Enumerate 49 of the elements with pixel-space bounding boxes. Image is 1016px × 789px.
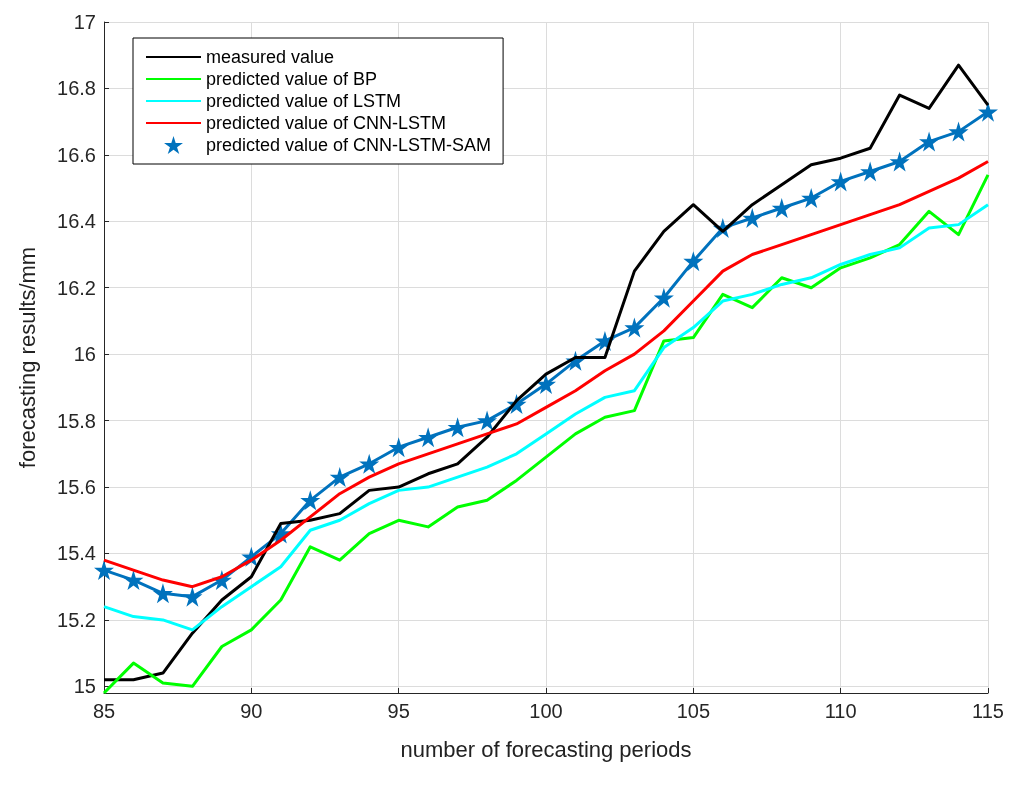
point bbox=[94, 560, 114, 581]
x-axis-title: number of forecasting periods bbox=[400, 736, 692, 762]
point bbox=[624, 317, 645, 338]
legend-label: predicted value of LSTM bbox=[206, 91, 402, 111]
line-series bbox=[102, 203, 990, 632]
x-tick-label: 85 bbox=[92, 700, 116, 722]
point bbox=[477, 410, 498, 431]
x-tick-label: 90 bbox=[240, 700, 263, 722]
point bbox=[683, 251, 704, 272]
point bbox=[771, 198, 792, 219]
y-tick-label: 17 bbox=[73, 11, 96, 33]
x-tick-label: 100 bbox=[529, 700, 563, 722]
x-tick-label: 105 bbox=[676, 700, 711, 722]
y-tick-label: 15.8 bbox=[57, 409, 96, 432]
y-tick-label: 16.6 bbox=[57, 143, 96, 166]
point bbox=[653, 287, 674, 308]
point bbox=[919, 131, 940, 152]
point bbox=[742, 207, 763, 228]
y-tick-label: 15 bbox=[73, 675, 96, 698]
point bbox=[388, 437, 409, 458]
legend-label: predicted value of BP bbox=[206, 69, 378, 89]
point bbox=[889, 151, 910, 172]
point bbox=[123, 570, 144, 591]
point bbox=[300, 490, 321, 511]
point bbox=[418, 427, 439, 448]
point bbox=[860, 161, 881, 182]
y-tick-label: 15.4 bbox=[57, 542, 96, 565]
point bbox=[152, 583, 173, 604]
x-tick-label: 95 bbox=[387, 700, 410, 722]
x-tick-label: 110 bbox=[824, 700, 857, 722]
y-tick-label: 16.4 bbox=[57, 210, 96, 233]
y-tick-label: 16.2 bbox=[57, 276, 96, 299]
y-tick-label: 15.6 bbox=[57, 476, 96, 499]
point bbox=[801, 188, 822, 209]
point bbox=[447, 417, 468, 438]
y-tick-label: 15.2 bbox=[57, 608, 96, 631]
y-tick-label: 16 bbox=[73, 343, 96, 366]
legend-label: predicted value of CNN-LSTM bbox=[206, 113, 447, 133]
y-tick-label: 16.8 bbox=[57, 77, 96, 100]
legend-label: predicted value of CNN-LSTM-SAM bbox=[206, 135, 492, 155]
point bbox=[329, 467, 350, 488]
point bbox=[536, 374, 556, 395]
legend-label: measured value bbox=[206, 47, 335, 67]
point bbox=[948, 121, 969, 142]
point bbox=[182, 586, 203, 607]
point bbox=[830, 171, 851, 192]
point bbox=[359, 453, 380, 474]
y-axis-title: forecasting results/mm bbox=[14, 246, 40, 469]
x-tick-label: 115 bbox=[972, 700, 1004, 722]
